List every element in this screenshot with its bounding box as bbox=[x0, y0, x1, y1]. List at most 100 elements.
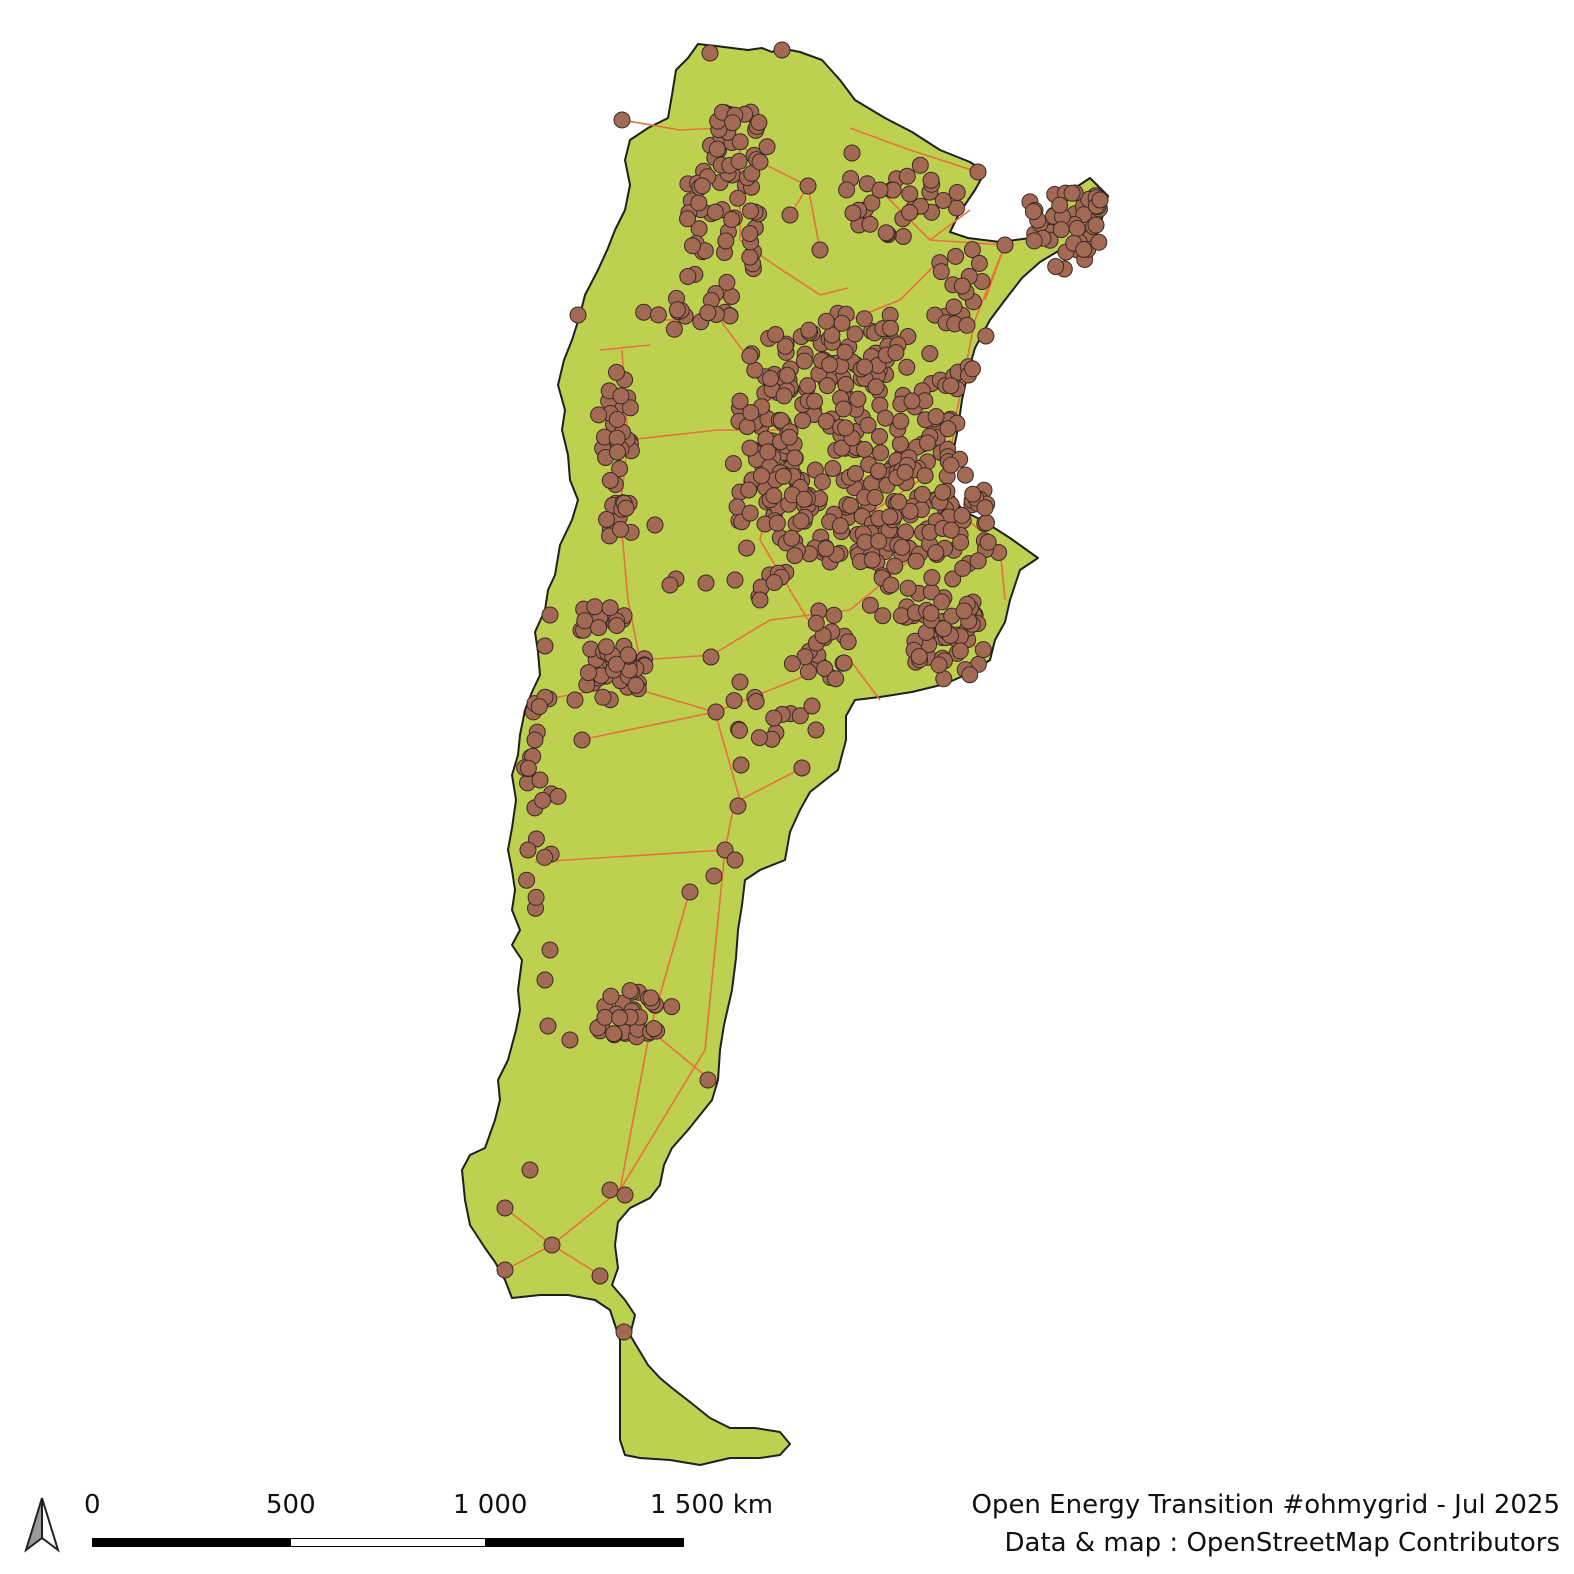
substation-point bbox=[970, 254, 988, 272]
substation-point bbox=[899, 579, 917, 597]
substation-point bbox=[613, 111, 631, 129]
scale-label-1500: 1 500 km bbox=[650, 1490, 774, 1520]
substation-point bbox=[642, 989, 660, 1007]
substation-point bbox=[800, 321, 818, 339]
substation-point bbox=[839, 633, 857, 651]
substation-point bbox=[775, 387, 793, 405]
substation-point bbox=[717, 232, 735, 250]
substation-point bbox=[866, 489, 884, 506]
substation-point bbox=[942, 377, 960, 395]
substation-point bbox=[743, 165, 761, 182]
substation-point bbox=[1025, 232, 1043, 250]
substation-point bbox=[705, 867, 723, 885]
substation-point bbox=[944, 570, 962, 588]
substation-point bbox=[958, 316, 976, 334]
substation-point bbox=[621, 982, 639, 1000]
substation-point bbox=[601, 1181, 619, 1199]
substation-point bbox=[726, 851, 744, 869]
substation-point bbox=[1024, 203, 1042, 221]
substation-point bbox=[573, 731, 591, 749]
substation-point bbox=[794, 412, 812, 430]
power-line bbox=[711, 619, 771, 656]
substation-point bbox=[635, 303, 653, 321]
power-line bbox=[627, 429, 719, 441]
substation-point bbox=[837, 419, 855, 437]
substation-point bbox=[649, 306, 667, 324]
substation-point bbox=[799, 177, 817, 195]
substation-point bbox=[816, 660, 834, 677]
substation-point bbox=[927, 544, 945, 562]
substation-point bbox=[1052, 221, 1070, 239]
substation-point bbox=[773, 41, 791, 59]
substation-point bbox=[1063, 184, 1081, 202]
substation-point bbox=[597, 638, 615, 656]
substation-point bbox=[894, 228, 912, 245]
substation-point bbox=[596, 1008, 614, 1026]
substation-point bbox=[780, 428, 798, 446]
substation-point bbox=[913, 485, 931, 503]
substation-point bbox=[974, 641, 992, 659]
substation-point bbox=[607, 655, 625, 673]
substation-point bbox=[843, 144, 861, 162]
substation-point bbox=[697, 574, 715, 592]
substation-point bbox=[978, 514, 995, 532]
substation-point bbox=[746, 361, 764, 379]
substation-point bbox=[753, 467, 770, 485]
substation-point bbox=[707, 703, 725, 721]
substation-point bbox=[872, 444, 890, 462]
substation-point bbox=[803, 697, 821, 715]
substation-point bbox=[821, 356, 839, 374]
substation-point bbox=[729, 189, 747, 207]
power-line bbox=[849, 127, 911, 151]
substation-point bbox=[953, 277, 971, 295]
substation-point bbox=[627, 676, 645, 694]
north-arrow-icon bbox=[24, 1497, 60, 1553]
substation-point bbox=[731, 673, 749, 691]
substation-point bbox=[496, 1261, 514, 1279]
substation-point bbox=[835, 654, 853, 672]
substation-point bbox=[527, 888, 545, 906]
substation-point bbox=[817, 412, 835, 430]
substations-layer bbox=[496, 41, 1109, 1341]
substation-point bbox=[699, 1071, 717, 1089]
substation-point bbox=[699, 304, 717, 322]
substation-point bbox=[543, 1236, 561, 1254]
substation-point bbox=[608, 411, 626, 428]
substation-point bbox=[922, 171, 940, 189]
substation-point bbox=[723, 288, 740, 305]
substation-point bbox=[882, 576, 900, 594]
substation-point bbox=[807, 721, 825, 739]
substation-point bbox=[1051, 196, 1069, 214]
substation-point bbox=[956, 466, 974, 484]
substation-point bbox=[731, 392, 749, 410]
substation-point bbox=[939, 420, 957, 438]
substation-point bbox=[521, 1161, 539, 1179]
substation-point bbox=[1068, 219, 1086, 237]
substation-point bbox=[861, 596, 879, 614]
substation-point bbox=[536, 637, 554, 655]
substation-point bbox=[887, 344, 905, 362]
substation-point bbox=[835, 400, 852, 418]
substation-point bbox=[813, 473, 831, 491]
substation-point bbox=[590, 406, 608, 424]
power-line bbox=[984, 244, 1006, 301]
substation-point bbox=[776, 337, 794, 355]
power-line bbox=[714, 711, 741, 801]
power-line bbox=[504, 1207, 553, 1246]
substation-point bbox=[586, 598, 604, 616]
substation-point bbox=[605, 1025, 623, 1043]
substation-point bbox=[566, 691, 584, 709]
substation-point bbox=[611, 460, 629, 478]
power-line bbox=[534, 849, 726, 863]
substation-point bbox=[844, 204, 862, 222]
substation-point bbox=[882, 319, 899, 337]
substation-point bbox=[741, 504, 759, 522]
substation-point bbox=[693, 177, 711, 195]
substation-point bbox=[969, 552, 987, 570]
substation-point bbox=[976, 499, 994, 517]
power-line bbox=[639, 689, 716, 713]
substation-point bbox=[668, 301, 686, 319]
substation-point bbox=[877, 224, 895, 242]
substation-point bbox=[963, 241, 981, 259]
scale-bar-segment-2 bbox=[290, 1538, 486, 1547]
